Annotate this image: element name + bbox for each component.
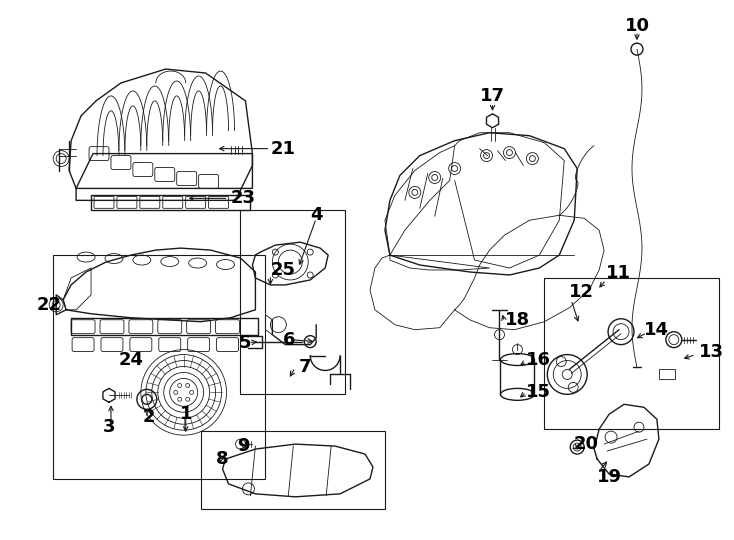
Text: 14: 14 [644, 321, 669, 339]
Text: 19: 19 [597, 468, 622, 486]
Text: 11: 11 [606, 264, 631, 282]
Text: 17: 17 [480, 87, 505, 105]
Bar [545, 278, 719, 429]
Text: 7: 7 [298, 359, 310, 376]
Text: 23: 23 [230, 190, 255, 207]
Text: 22: 22 [36, 296, 61, 314]
Text: 10: 10 [625, 17, 650, 35]
Text: 8: 8 [216, 450, 228, 468]
FancyBboxPatch shape [100, 320, 124, 334]
Bar [53, 255, 266, 479]
FancyBboxPatch shape [159, 338, 181, 352]
FancyBboxPatch shape [216, 320, 239, 334]
Text: 24: 24 [119, 350, 144, 368]
FancyBboxPatch shape [101, 338, 123, 352]
FancyBboxPatch shape [158, 320, 182, 334]
Text: 16: 16 [526, 350, 551, 368]
Text: 18: 18 [504, 310, 530, 329]
FancyBboxPatch shape [71, 320, 95, 334]
Text: 25: 25 [270, 261, 295, 279]
FancyBboxPatch shape [188, 338, 210, 352]
Text: 5: 5 [239, 334, 251, 352]
Text: 15: 15 [526, 383, 551, 401]
FancyBboxPatch shape [130, 338, 152, 352]
Text: 13: 13 [699, 342, 724, 361]
Text: 9: 9 [238, 437, 250, 455]
Text: 12: 12 [570, 283, 595, 301]
Text: 21: 21 [270, 140, 295, 158]
Bar [241, 210, 345, 394]
FancyBboxPatch shape [186, 320, 211, 334]
Text: 6: 6 [283, 330, 296, 349]
Text: 2: 2 [142, 408, 155, 426]
Text: 20: 20 [573, 435, 598, 453]
Bar [659, 369, 675, 380]
Text: 1: 1 [179, 405, 192, 423]
FancyBboxPatch shape [72, 338, 94, 352]
Bar [200, 431, 385, 509]
Text: 4: 4 [310, 206, 322, 224]
FancyBboxPatch shape [129, 320, 153, 334]
Text: 3: 3 [103, 418, 115, 436]
FancyBboxPatch shape [217, 338, 239, 352]
